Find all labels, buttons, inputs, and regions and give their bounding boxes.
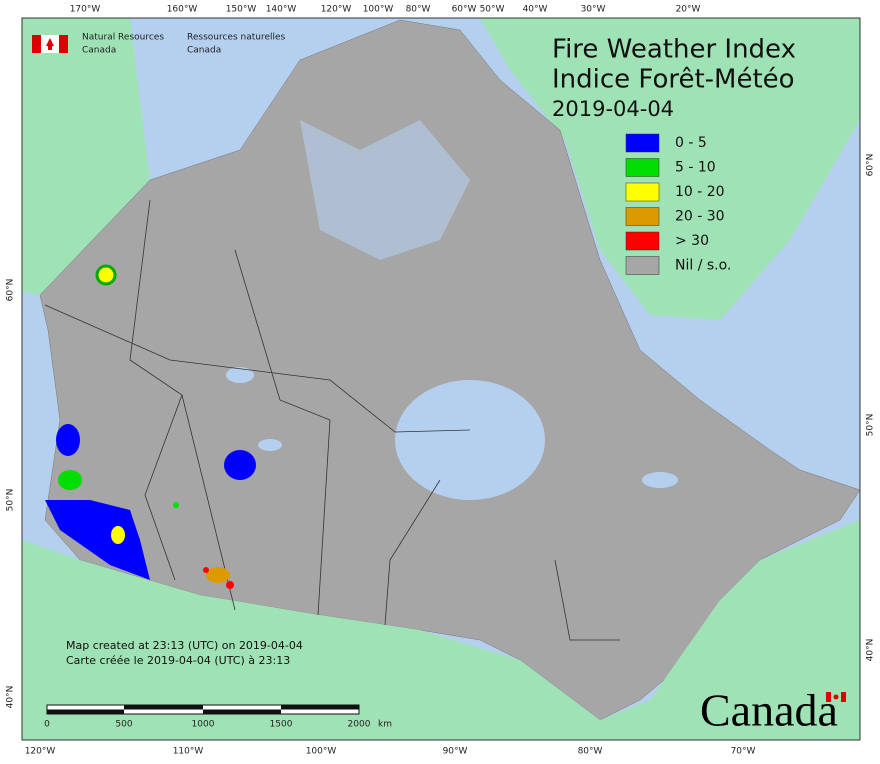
legend-label: 20 - 30 — [675, 209, 725, 225]
lon-label: 170°W — [70, 5, 101, 15]
scale-label: 0 — [44, 720, 50, 730]
scale-bar — [46, 704, 360, 715]
lon-label: 150°W — [226, 5, 257, 15]
province-border — [234, 249, 331, 616]
fire-area — [226, 581, 234, 589]
lon-label: 50°W — [480, 5, 505, 15]
note: Map created at 23:13 (UTC) on 2019-04-04 — [66, 639, 303, 652]
flag-bar — [841, 692, 846, 702]
flag-bar — [826, 692, 831, 702]
fire-area — [206, 567, 230, 583]
fire-area — [45, 500, 150, 580]
territory-border — [44, 304, 471, 433]
lon-label: 40°W — [523, 5, 548, 15]
maple-leaf — [46, 38, 54, 50]
fire-area — [95, 264, 117, 286]
frame-border — [21, 17, 861, 741]
note: Carte créée le 2019-04-04 (UTC) à 23:13 — [66, 654, 290, 667]
scale-label: 1500 — [270, 720, 293, 730]
scale-label: 2000 — [348, 720, 371, 730]
wordmark: Canada — [700, 685, 838, 736]
lon-label: 110°W — [173, 747, 204, 757]
lake — [226, 367, 254, 383]
fire-area — [58, 470, 82, 490]
lat-label: 60°N — [6, 279, 16, 302]
lon-label: 100°W — [363, 5, 394, 15]
agency-en: Natural Resources — [82, 33, 164, 43]
lat-label: 50°N — [6, 489, 16, 512]
lon-label: 140°W — [266, 5, 297, 15]
lon-label: 100°W — [306, 747, 337, 757]
fire-area — [224, 450, 256, 480]
legend-label: Nil / s.o. — [675, 258, 731, 274]
scale-unit: km — [378, 720, 392, 730]
legend-label: 10 - 20 — [675, 184, 725, 200]
legend-label: 5 - 10 — [675, 160, 716, 176]
scale-label: 500 — [115, 720, 132, 730]
fire-area — [173, 502, 179, 508]
flag-bar — [59, 35, 68, 53]
legend-label: > 30 — [675, 233, 709, 249]
scale-bar-seg — [203, 709, 281, 714]
lon-label: 30°W — [581, 5, 606, 15]
lon-label: 60°W — [452, 5, 477, 15]
lat-label: 40°N — [866, 639, 876, 662]
fire-area — [56, 424, 80, 456]
scale-bar-seg — [124, 705, 203, 710]
fire-area — [111, 526, 125, 544]
legend-swatch — [625, 256, 660, 275]
province-border — [554, 559, 620, 641]
lat-label: 60°N — [866, 154, 876, 177]
legend-swatch — [625, 182, 660, 202]
lon-label: 160°W — [167, 5, 198, 15]
alaska-land — [22, 18, 150, 295]
lon-label: 80°W — [406, 5, 431, 15]
province-border — [384, 479, 441, 626]
title: Fire Weather Index — [552, 35, 796, 65]
agency-fr: Canada — [187, 46, 221, 56]
logo — [32, 35, 68, 53]
lon-label: 90°W — [443, 747, 468, 757]
lake — [258, 439, 282, 451]
maple-leaf — [833, 694, 839, 700]
legend-swatch — [625, 207, 660, 226]
fire-area — [203, 567, 209, 573]
agency-en: Canada — [82, 46, 116, 56]
date: 2019-04-04 — [552, 97, 674, 121]
title: Indice Forêt-Météo — [552, 65, 795, 95]
lon-label: 120°W — [321, 5, 352, 15]
lon-label: 20°W — [676, 5, 701, 15]
legend-swatch — [625, 231, 660, 251]
gulf — [642, 472, 678, 488]
us-land — [22, 520, 860, 740]
arctic-channels — [300, 120, 470, 260]
lat-label: 50°N — [866, 414, 876, 437]
legend-swatch — [625, 158, 660, 177]
legend-label: 0 - 5 — [675, 135, 707, 151]
lon-label: 70°W — [731, 747, 756, 757]
flag-bar — [32, 35, 41, 53]
scale-bar-seg — [281, 705, 359, 710]
scale-bar-seg — [47, 709, 124, 714]
scale-label: 1000 — [192, 720, 215, 730]
hudson-bay — [395, 380, 545, 500]
lon-label: 80°W — [578, 747, 603, 757]
map-frame — [21, 17, 861, 741]
wordmark-flag — [826, 692, 846, 702]
legend-swatch — [625, 133, 660, 153]
lon-label: 120°W — [25, 747, 56, 757]
lat-label: 40°N — [6, 686, 16, 709]
greenland-land — [480, 18, 860, 320]
agency-fr: Ressources naturelles — [187, 33, 286, 43]
